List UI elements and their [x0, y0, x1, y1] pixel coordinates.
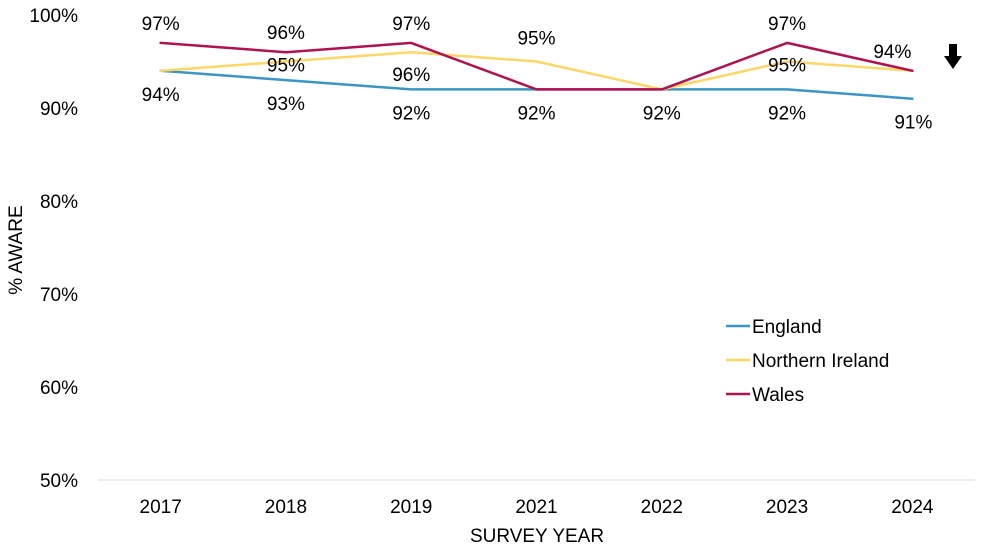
- y-tick-label: 70%: [40, 285, 78, 306]
- data-label: 92%: [643, 103, 681, 124]
- legend: England Northern Ireland Wales: [726, 317, 889, 406]
- x-tick-label: 2019: [390, 497, 432, 518]
- y-tick-label: 60%: [40, 378, 78, 399]
- data-label: 94%: [873, 42, 911, 63]
- series-lines: [159, 41, 914, 100]
- data-labels: 94% 93% 92% 92% 92% 92% 91% 95% 96% 95% 95% 97% 96% 9…: [142, 14, 933, 134]
- y-tick-label: 100%: [29, 6, 78, 27]
- x-tick-label: 2021: [515, 497, 557, 518]
- x-tick-label: 2023: [766, 497, 808, 518]
- data-label: 96%: [267, 23, 305, 44]
- data-label: 96%: [392, 65, 430, 86]
- data-label: 92%: [517, 103, 555, 124]
- data-label: 95%: [768, 56, 806, 77]
- y-axis-title: % AWARE: [6, 205, 27, 294]
- annotations: [944, 44, 962, 69]
- legend-label: England: [752, 317, 822, 338]
- data-label: 95%: [267, 56, 305, 77]
- data-label: 97%: [142, 14, 180, 35]
- y-tick-label: 90%: [40, 99, 78, 120]
- data-label: 95%: [517, 29, 555, 50]
- data-label: 92%: [768, 103, 806, 124]
- data-label: 97%: [392, 14, 430, 35]
- data-label: 91%: [894, 113, 932, 134]
- x-tick-label: 2018: [265, 497, 307, 518]
- x-tick-label: 2024: [891, 497, 934, 518]
- data-label: 97%: [768, 14, 806, 35]
- data-label: 92%: [392, 103, 430, 124]
- data-label: 93%: [267, 94, 305, 115]
- y-axis-ticks: 50% 60% 70% 80% 90% 100%: [29, 6, 78, 492]
- x-axis-ticks: 2017 2018 2019 2021 2022 2023 2024: [140, 497, 934, 518]
- series-line-wales: [159, 41, 914, 91]
- data-label: 94%: [142, 85, 180, 106]
- y-tick-label: 80%: [40, 192, 78, 213]
- y-tick-label: 50%: [40, 471, 78, 492]
- legend-label: Wales: [752, 385, 804, 406]
- legend-label: Northern Ireland: [752, 351, 889, 372]
- down-arrow-icon: [944, 44, 962, 69]
- x-tick-label: 2017: [140, 497, 182, 518]
- x-axis-title: SURVEY YEAR: [470, 526, 604, 547]
- series-line-northern-ireland: [159, 50, 914, 91]
- x-tick-label: 2022: [641, 497, 683, 518]
